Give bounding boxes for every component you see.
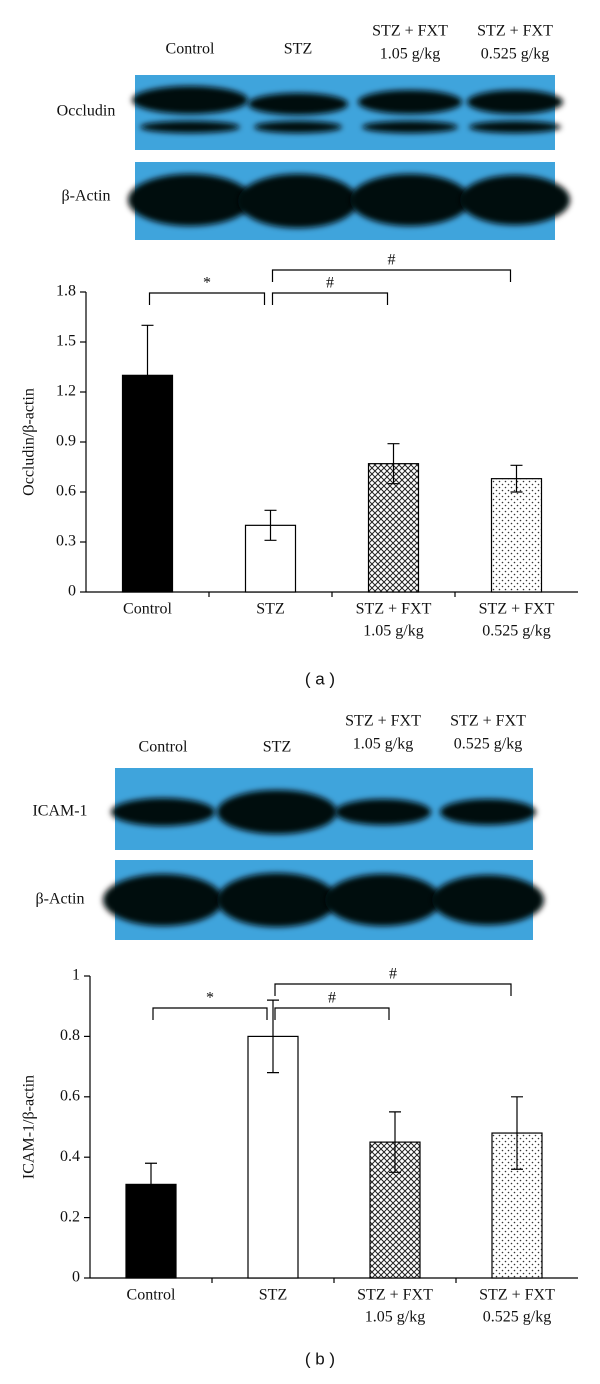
lane-label: 1.05 g/kg <box>353 736 413 753</box>
significance-mark: # <box>389 966 397 983</box>
error-bar <box>511 1096 523 1170</box>
error-bar <box>387 443 400 485</box>
y-tick-label: 0.6 <box>60 1087 80 1104</box>
y-tick-label: 1.2 <box>56 383 76 400</box>
y-tick-label: 0 <box>72 1269 80 1286</box>
y-tick-label: 1 <box>72 967 80 984</box>
lane-label: 0.525 g/kg <box>454 736 522 753</box>
lane-label: STZ + FXT <box>372 23 448 40</box>
blot-image <box>128 162 570 240</box>
x-tick-label: 1.05 g/kg <box>365 1309 425 1326</box>
panel-label: ( a ) <box>305 669 335 688</box>
y-tick-label: 0.3 <box>56 533 76 550</box>
error-bar <box>145 1162 157 1207</box>
x-tick-label: Control <box>123 601 172 618</box>
y-tick-label: 0.6 <box>56 483 76 500</box>
error-bar <box>389 1111 401 1173</box>
significance-bracket <box>152 1007 268 1020</box>
x-tick-label: STZ + FXT <box>357 1287 433 1304</box>
blot-row-label: ICAM-1 <box>32 803 87 820</box>
significance-mark: * <box>203 275 211 292</box>
blot-row-label: β-Actin <box>35 891 84 908</box>
blot-row-label: β-Actin <box>61 188 110 205</box>
x-tick-label: 0.525 g/kg <box>482 623 550 640</box>
y-axis-label: ICAM-1/β-actin <box>21 1075 38 1179</box>
significance-mark: # <box>328 990 336 1007</box>
x-tick-label: STZ + FXT <box>479 1287 555 1304</box>
significance-bracket <box>274 1007 390 1020</box>
lane-label: Control <box>139 739 188 756</box>
x-tick-label: STZ <box>259 1287 287 1304</box>
x-tick-label: Control <box>127 1287 176 1304</box>
x-tick-label: 0.525 g/kg <box>483 1309 551 1326</box>
significance-mark: * <box>206 990 214 1007</box>
x-tick-label: STZ <box>256 601 284 618</box>
significance-mark: # <box>388 252 396 269</box>
significance-bracket <box>148 292 266 305</box>
y-tick-label: 0.2 <box>60 1208 80 1225</box>
error-bar <box>267 999 279 1074</box>
blot-image <box>111 768 536 850</box>
blot-image <box>132 75 563 150</box>
lane-label: STZ <box>263 739 291 756</box>
significance-bracket <box>274 983 512 996</box>
lane-label: STZ <box>284 41 312 58</box>
lane-label: STZ + FXT <box>450 713 526 730</box>
error-bar <box>510 464 523 493</box>
y-tick-label: 0.4 <box>60 1148 80 1165</box>
x-tick-label: STZ + FXT <box>479 601 555 618</box>
lane-label: 0.525 g/kg <box>481 46 549 63</box>
y-tick-label: 0.8 <box>60 1027 80 1044</box>
panel-label: ( b ) <box>305 1349 335 1368</box>
bar <box>490 478 543 593</box>
significance-bracket <box>271 292 389 305</box>
lane-label: Control <box>166 41 215 58</box>
error-bar <box>141 324 154 426</box>
significance-mark: # <box>326 275 334 292</box>
y-axis-label: Occludin/β-actin <box>21 388 38 496</box>
lane-label: 1.05 g/kg <box>380 46 440 63</box>
y-tick-label: 1.5 <box>56 333 76 350</box>
significance-bracket <box>271 269 512 282</box>
blot-row-label: Occludin <box>57 103 116 120</box>
x-tick-label: 1.05 g/kg <box>363 623 423 640</box>
y-tick-label: 0 <box>68 583 76 600</box>
lane-label: STZ + FXT <box>477 23 553 40</box>
error-bar <box>264 509 277 541</box>
lane-label: STZ + FXT <box>345 713 421 730</box>
x-tick-label: STZ + FXT <box>356 601 432 618</box>
blot-image <box>103 860 544 940</box>
y-tick-label: 1.8 <box>56 283 76 300</box>
bar <box>367 463 420 593</box>
y-tick-label: 0.9 <box>56 433 76 450</box>
